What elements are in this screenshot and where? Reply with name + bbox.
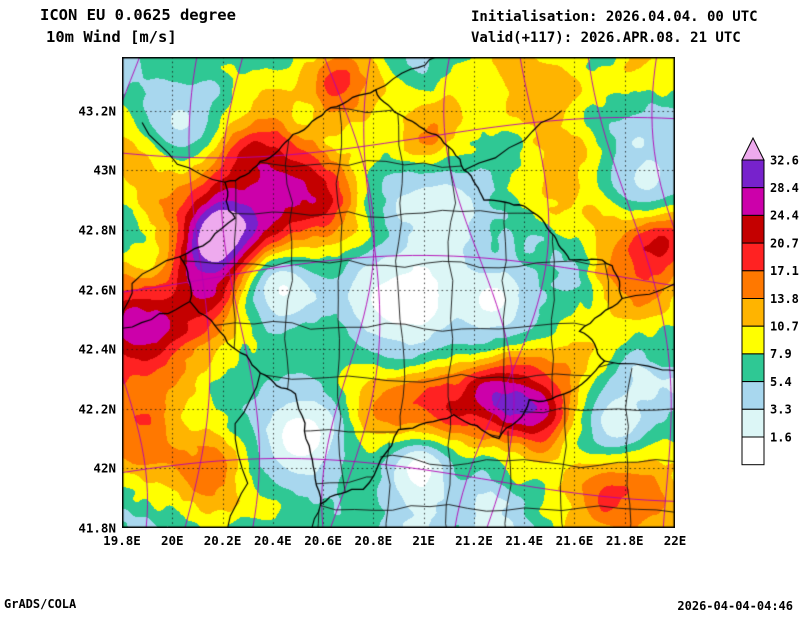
colorbar-box xyxy=(741,187,765,216)
x-tick-label: 20.2E xyxy=(203,533,242,548)
y-tick-label: 41.8N xyxy=(78,520,116,536)
valid-datetime: Valid(+117): 2026.APR.08. 21 UTC xyxy=(471,30,741,46)
x-tick-label: 21E xyxy=(412,533,435,548)
y-tick-label: 43N xyxy=(93,162,116,178)
wind-speed-map-canvas xyxy=(122,57,675,528)
x-tick-label: 20.6E xyxy=(304,533,342,548)
footer-creation-timestamp: 2026-04-04-04:46 xyxy=(677,599,793,613)
x-tick-label: 21.8E xyxy=(605,533,644,548)
colorbar-label: 13.8 xyxy=(770,292,799,306)
x-tick-label: 22E xyxy=(663,533,687,548)
colorbar-label: 32.6 xyxy=(770,153,799,167)
colorbar-box xyxy=(741,214,765,244)
x-tick-label: 20.4E xyxy=(253,533,292,548)
x-tick-label: 21.6E xyxy=(555,533,594,548)
colorbar-box xyxy=(741,325,765,355)
x-tick-label: 21.2E xyxy=(455,533,493,548)
y-tick-label: 42.4N xyxy=(78,341,116,357)
colorbar-overflow-triangle xyxy=(741,136,765,161)
colorbar-label: 7.9 xyxy=(770,347,792,361)
y-tick-label: 42N xyxy=(93,460,116,476)
colorbar-label: 1.6 xyxy=(770,430,792,444)
colorbar-label: 10.7 xyxy=(770,320,799,334)
x-tick-label: 20.8E xyxy=(354,533,393,548)
y-tick-label: 42.2N xyxy=(78,401,116,417)
colorbar-box xyxy=(741,408,765,438)
footer-grads-credit: GrADS/COLA xyxy=(4,597,77,611)
colorbar-label: 5.4 xyxy=(770,375,792,389)
colorbar-box xyxy=(741,270,765,300)
colorbar-scale: 32.6 28.4 24.4 20.7 17.1 13.8 10.7 7.9 5.4 3.3 1.6 xyxy=(741,136,799,466)
x-tick-label: 19.8E xyxy=(103,533,141,548)
colorbar-label: 3.3 xyxy=(770,403,792,417)
init-datetime: Initialisation: 2026.04.04. 00 UTC xyxy=(471,9,758,25)
y-tick-label: 42.8N xyxy=(78,222,116,238)
y-tick-label: 43.2N xyxy=(78,103,116,119)
x-tick-label: 20E xyxy=(160,533,184,548)
parameter-title: 10m Wind [m/s] xyxy=(46,28,177,46)
colorbar-label: 20.7 xyxy=(770,236,799,250)
colorbar-box xyxy=(741,242,765,272)
colorbar: 32.6 28.4 24.4 20.7 17.1 13.8 10.7 7.9 5.4 3.3 1.6 xyxy=(736,130,800,479)
colorbar-box xyxy=(741,159,765,189)
model-title: ICON EU 0.0625 degree xyxy=(40,6,236,24)
colorbar-box xyxy=(741,436,765,466)
colorbar-label: 17.1 xyxy=(770,264,799,278)
map-plot xyxy=(122,57,675,528)
colorbar-label: 28.4 xyxy=(770,181,799,195)
colorbar-box xyxy=(741,298,765,327)
colorbar-label: 24.4 xyxy=(770,209,799,223)
y-tick-label: 42.6N xyxy=(78,282,116,298)
colorbar-box xyxy=(741,381,765,410)
colorbar-box xyxy=(741,353,765,383)
x-tick-label: 21.4E xyxy=(505,533,543,548)
